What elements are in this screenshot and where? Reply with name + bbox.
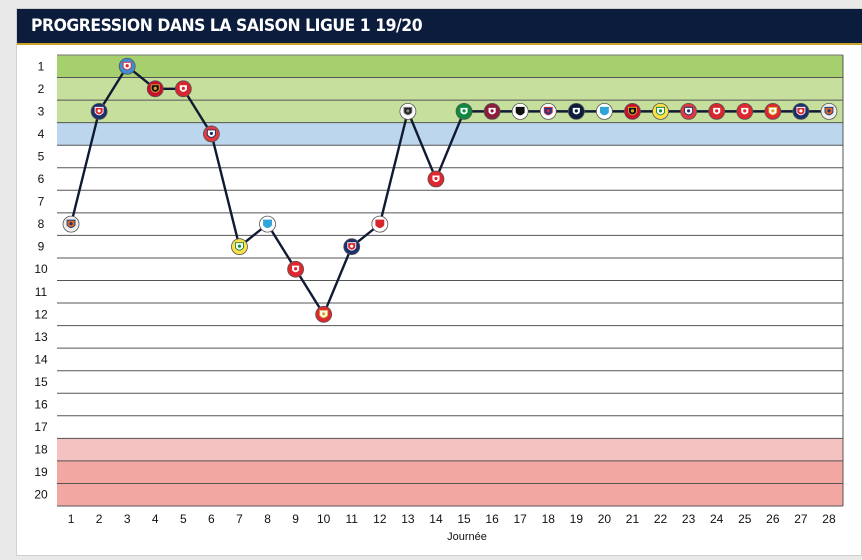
y-tick-label: 15 bbox=[34, 375, 48, 389]
montpellier-crest-icon bbox=[62, 215, 80, 233]
lille-crest-icon bbox=[680, 102, 698, 120]
y-tick-label: 16 bbox=[34, 398, 48, 412]
x-tick-label: 14 bbox=[429, 512, 443, 526]
saint-etienne-crest-icon bbox=[455, 102, 473, 120]
bordeaux-crest-icon bbox=[567, 102, 585, 120]
monaco-crest-icon bbox=[315, 305, 333, 323]
y-tick-label: 18 bbox=[34, 443, 48, 457]
y-tick-label: 1 bbox=[38, 59, 45, 73]
nantes-crest-icon bbox=[231, 238, 248, 256]
x-tick-label: 21 bbox=[626, 512, 640, 526]
nimes-crest-icon bbox=[427, 170, 445, 188]
strasbourg-crest-icon bbox=[118, 57, 136, 75]
montpellier-crest-icon bbox=[820, 102, 838, 120]
y-tick-label: 14 bbox=[34, 352, 48, 366]
x-tick-label: 26 bbox=[766, 512, 780, 526]
grid-layer bbox=[57, 54, 844, 507]
metz-crest-icon bbox=[483, 102, 501, 120]
series-line bbox=[69, 65, 829, 316]
x-tick-label: 15 bbox=[457, 512, 471, 526]
reims-crest-icon bbox=[287, 260, 305, 278]
x-tick-label: 24 bbox=[710, 512, 724, 526]
y-tick-label: 9 bbox=[38, 240, 45, 254]
marseille-crest-icon bbox=[259, 215, 276, 233]
zone-band-4 bbox=[57, 438, 843, 461]
y-tick-label: 8 bbox=[38, 217, 45, 231]
chart-title: PROGRESSION DANS LA SAISON LIGUE 1 19/20 bbox=[31, 16, 423, 36]
x-tick-label: 8 bbox=[264, 512, 271, 526]
x-tick-label: 25 bbox=[738, 512, 752, 526]
y-tick-label: 20 bbox=[34, 488, 48, 502]
lille-crest-icon bbox=[202, 125, 220, 143]
angers-crest-icon bbox=[511, 102, 529, 120]
x-tick-label: 23 bbox=[682, 512, 696, 526]
x-tick-label: 2 bbox=[96, 512, 103, 526]
x-tick-label: 1 bbox=[68, 512, 75, 526]
reims-crest-icon bbox=[736, 102, 754, 120]
y-tick-label: 5 bbox=[38, 149, 45, 163]
marker-layer bbox=[62, 57, 838, 323]
dijon-crest-icon bbox=[371, 215, 389, 233]
x-tick-label: 10 bbox=[317, 512, 331, 526]
title-bar: PROGRESSION DANS LA SAISON LIGUE 1 19/20 bbox=[17, 9, 862, 45]
x-axis: 1 2 3 4 5 6 7 8 9 10 11 12 13 14 15 16 17 18 19 20 21 22 23 24 2… bbox=[68, 512, 836, 526]
x-tick-label: 19 bbox=[570, 512, 584, 526]
nice-crest-icon bbox=[146, 80, 164, 98]
y-tick-label: 7 bbox=[38, 195, 45, 209]
psg-crest-icon bbox=[343, 238, 361, 256]
x-tick-label: 3 bbox=[124, 512, 131, 526]
y-tick-label: 19 bbox=[34, 465, 48, 479]
y-tick-label: 6 bbox=[38, 172, 45, 186]
x-tick-label: 27 bbox=[794, 512, 808, 526]
y-tick-label: 13 bbox=[34, 330, 48, 344]
x-tick-label: 6 bbox=[208, 512, 215, 526]
x-tick-label: 5 bbox=[180, 512, 187, 526]
series-line-layer bbox=[69, 65, 829, 316]
x-tick-label: 11 bbox=[346, 512, 359, 526]
x-axis-title: Journée bbox=[447, 531, 487, 543]
x-tick-label: 12 bbox=[373, 512, 387, 526]
y-tick-label: 10 bbox=[34, 262, 48, 276]
psg-crest-icon bbox=[792, 102, 810, 120]
x-tick-label: 13 bbox=[401, 512, 415, 526]
lyon-crest-icon bbox=[539, 102, 557, 120]
chart-card: PROGRESSION DANS LA SAISON LIGUE 1 19/20… bbox=[16, 8, 862, 556]
zone-band-1 bbox=[57, 55, 843, 78]
nice-crest-icon bbox=[624, 102, 641, 120]
x-tick-label: 7 bbox=[236, 512, 243, 526]
psg-crest-icon bbox=[90, 102, 108, 120]
y-tick-label: 4 bbox=[38, 127, 45, 141]
x-tick-label: 28 bbox=[822, 512, 836, 526]
marseille-crest-icon bbox=[595, 102, 613, 120]
x-tick-label: 16 bbox=[485, 512, 499, 526]
y-tick-label: 17 bbox=[34, 420, 48, 434]
monaco-crest-icon bbox=[764, 102, 782, 120]
y-tick-label: 12 bbox=[34, 307, 48, 321]
brest-crest-icon bbox=[708, 102, 726, 120]
x-tick-label: 9 bbox=[292, 512, 299, 526]
x-tick-label: 20 bbox=[598, 512, 612, 526]
zone-band-3 bbox=[57, 122, 843, 146]
x-tick-label: 18 bbox=[542, 512, 556, 526]
amiens-crest-icon bbox=[399, 102, 417, 120]
x-tick-label: 22 bbox=[654, 512, 668, 526]
x-tick-label: 4 bbox=[152, 512, 159, 526]
y-tick-label: 11 bbox=[35, 285, 48, 299]
x-tick-label: 17 bbox=[513, 512, 527, 526]
y-tick-label: 3 bbox=[38, 104, 45, 118]
nantes-crest-icon bbox=[652, 102, 669, 120]
brest-crest-icon bbox=[174, 80, 192, 98]
y-tick-label: 2 bbox=[38, 82, 45, 96]
